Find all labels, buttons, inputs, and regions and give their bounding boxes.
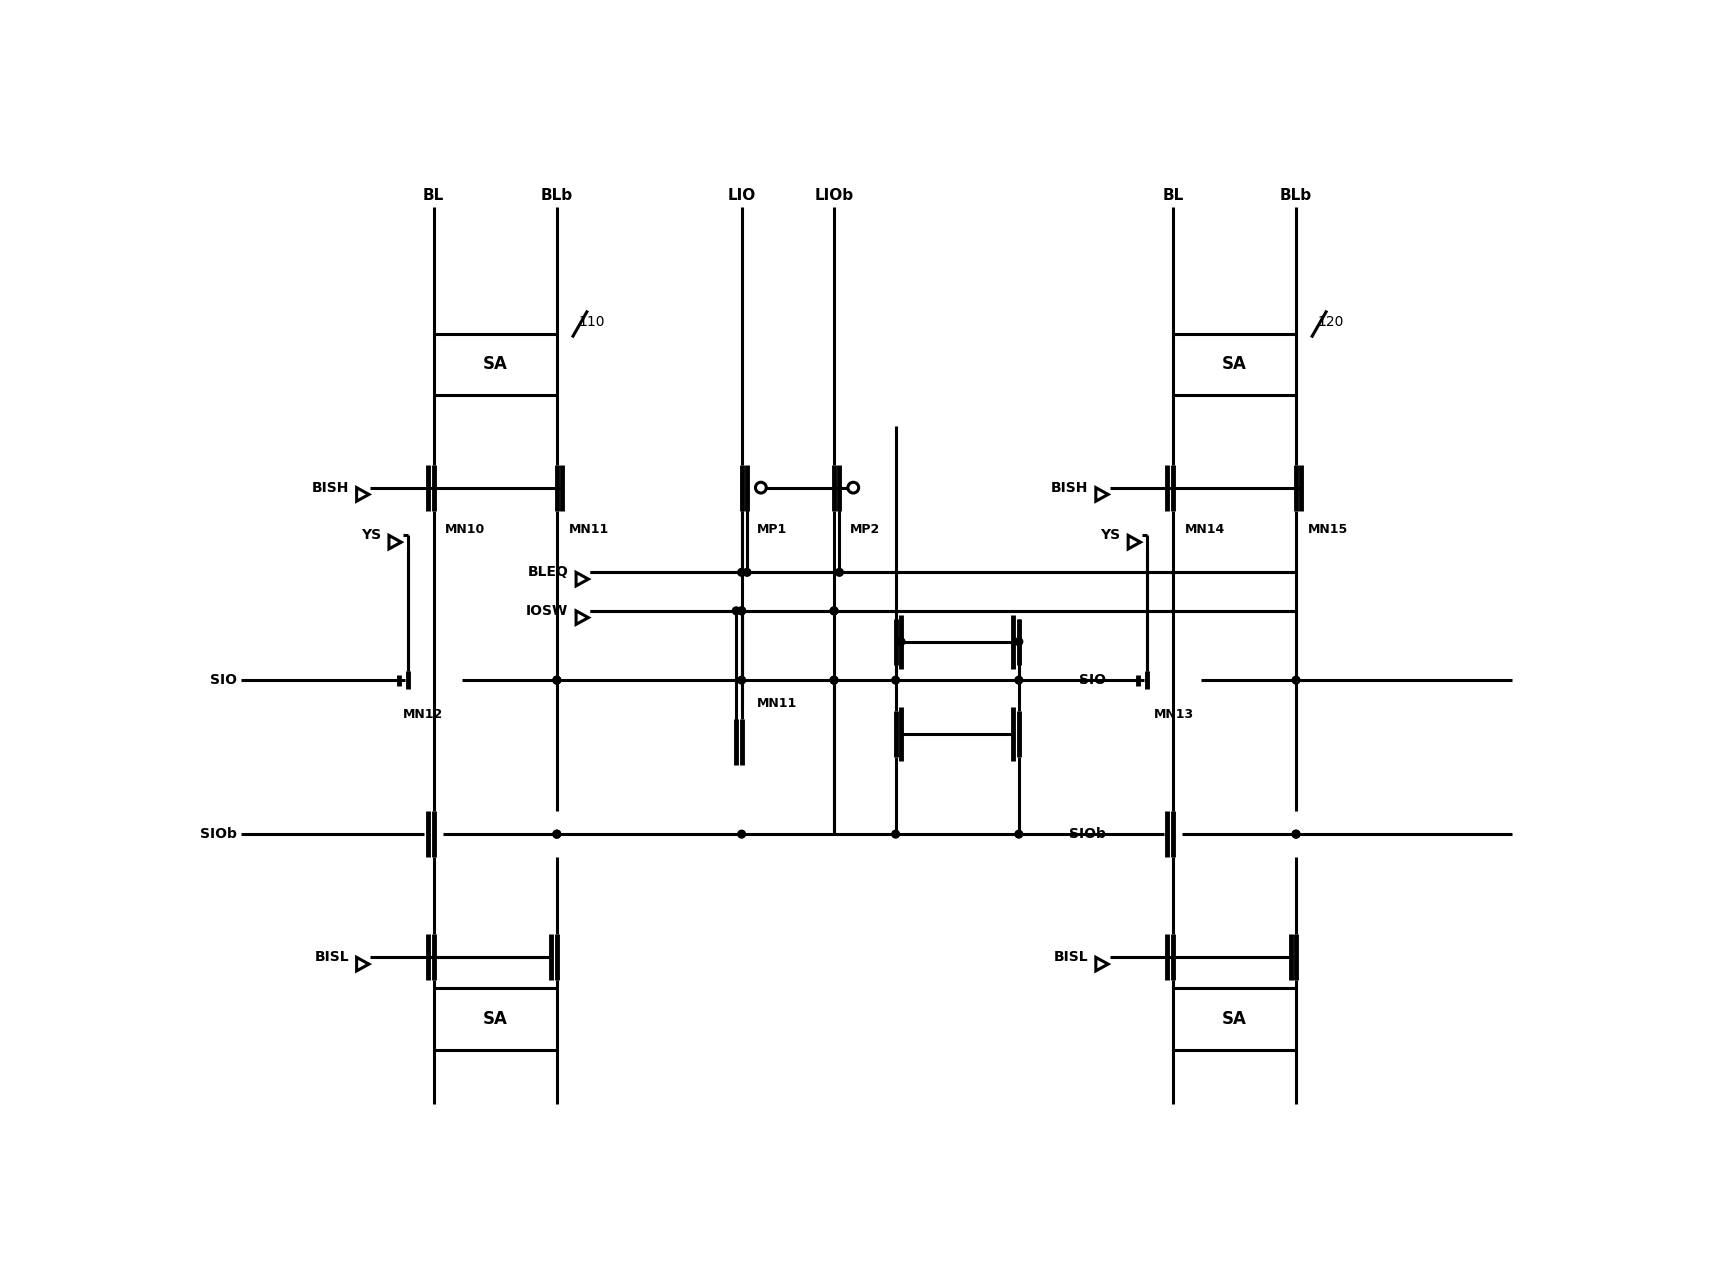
Circle shape bbox=[829, 606, 838, 615]
Text: SA: SA bbox=[482, 356, 508, 373]
Text: MN13: MN13 bbox=[1154, 708, 1194, 722]
Circle shape bbox=[737, 830, 746, 838]
Text: BISL: BISL bbox=[315, 951, 349, 965]
Text: SA: SA bbox=[482, 1010, 508, 1028]
Text: BISH: BISH bbox=[1050, 481, 1088, 495]
Circle shape bbox=[1016, 676, 1023, 684]
Text: BISH: BISH bbox=[311, 481, 349, 495]
Text: BLEQ: BLEQ bbox=[527, 566, 568, 580]
Circle shape bbox=[829, 606, 838, 615]
Text: BLb: BLb bbox=[1281, 187, 1312, 203]
Text: MN14: MN14 bbox=[1185, 523, 1224, 537]
Circle shape bbox=[1293, 830, 1300, 838]
Text: MN11: MN11 bbox=[568, 523, 609, 537]
Circle shape bbox=[893, 830, 899, 838]
Text: SIOb: SIOb bbox=[1069, 827, 1106, 841]
Text: MP1: MP1 bbox=[758, 523, 787, 537]
Text: YS: YS bbox=[361, 528, 381, 542]
Circle shape bbox=[744, 568, 751, 576]
Text: SIO: SIO bbox=[1079, 674, 1106, 687]
Circle shape bbox=[552, 676, 561, 684]
Bar bbox=[434, 334, 557, 395]
Circle shape bbox=[1293, 676, 1300, 684]
Circle shape bbox=[1016, 830, 1023, 838]
Text: LIOb: LIOb bbox=[814, 187, 853, 203]
Text: MN15: MN15 bbox=[1308, 523, 1347, 537]
Circle shape bbox=[737, 676, 746, 684]
Circle shape bbox=[552, 830, 561, 838]
Circle shape bbox=[1016, 638, 1023, 646]
Bar bbox=[1173, 989, 1296, 1050]
Text: MN10: MN10 bbox=[445, 523, 486, 537]
Text: SIO: SIO bbox=[210, 674, 238, 687]
Circle shape bbox=[829, 676, 838, 684]
Text: MN11: MN11 bbox=[758, 696, 797, 710]
Text: BL: BL bbox=[1163, 187, 1183, 203]
Text: MN12: MN12 bbox=[404, 708, 443, 722]
Text: 120: 120 bbox=[1317, 315, 1344, 329]
Text: MP2: MP2 bbox=[850, 523, 879, 537]
Circle shape bbox=[552, 676, 561, 684]
Text: 110: 110 bbox=[578, 315, 605, 329]
Text: BISL: BISL bbox=[1053, 951, 1088, 965]
Circle shape bbox=[836, 568, 843, 576]
Text: SA: SA bbox=[1223, 1010, 1247, 1028]
Text: BL: BL bbox=[422, 187, 445, 203]
Text: SA: SA bbox=[1223, 356, 1247, 373]
Bar bbox=[434, 989, 557, 1050]
Text: BLb: BLb bbox=[540, 187, 573, 203]
Text: IOSW: IOSW bbox=[527, 604, 568, 618]
Circle shape bbox=[732, 606, 740, 615]
Text: YS: YS bbox=[1100, 528, 1120, 542]
Circle shape bbox=[1293, 830, 1300, 838]
Circle shape bbox=[898, 638, 905, 646]
Bar bbox=[1173, 334, 1296, 395]
Text: LIO: LIO bbox=[727, 187, 756, 203]
Circle shape bbox=[737, 606, 746, 615]
Circle shape bbox=[893, 676, 899, 684]
Circle shape bbox=[829, 676, 838, 684]
Circle shape bbox=[737, 606, 746, 615]
Circle shape bbox=[737, 568, 746, 576]
Circle shape bbox=[552, 830, 561, 838]
Text: SIOb: SIOb bbox=[200, 827, 238, 841]
